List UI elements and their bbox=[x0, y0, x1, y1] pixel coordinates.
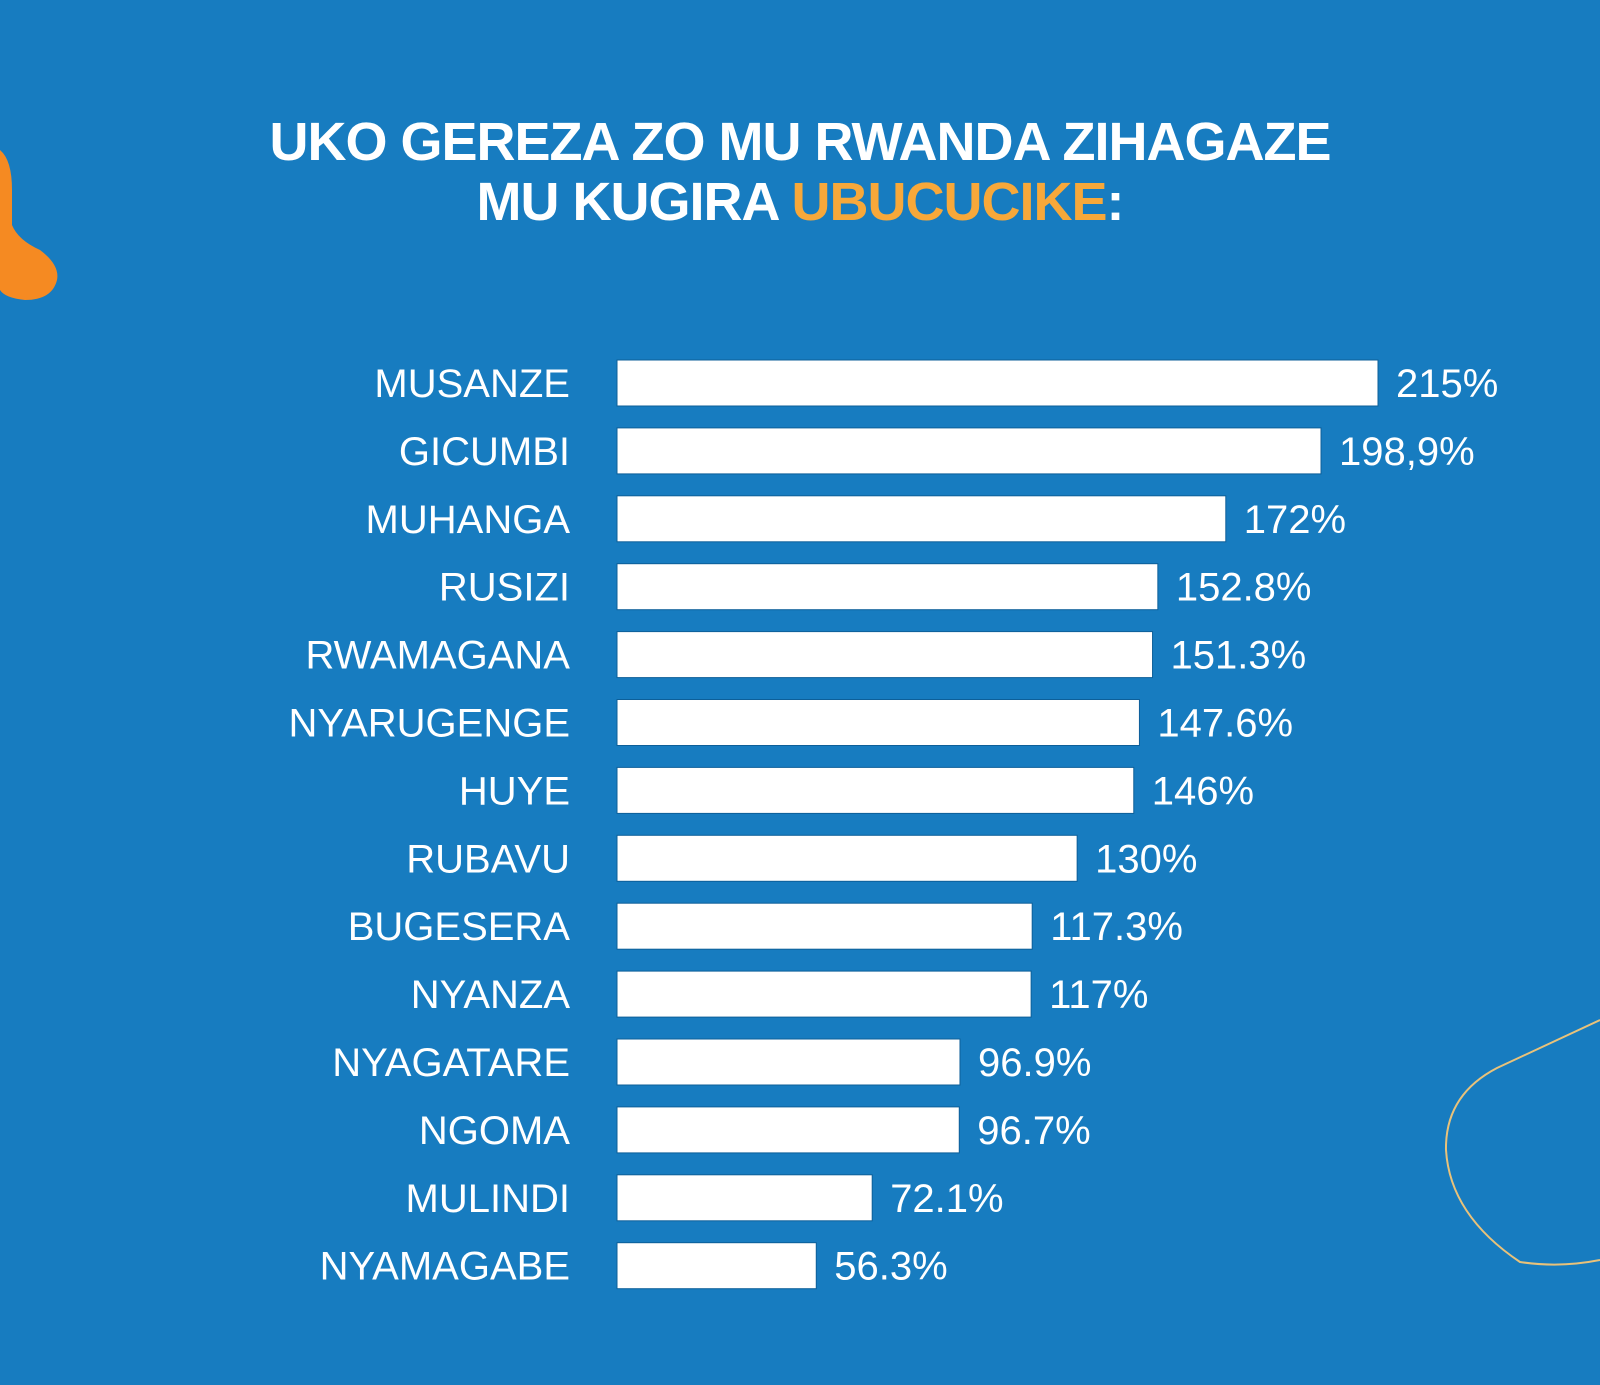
category-label: MULINDI bbox=[406, 1177, 570, 1221]
value-label: 117% bbox=[1049, 973, 1148, 1017]
chart-title: UKO GEREZA ZO MU RWANDA ZIHAGAZE MU KUGI… bbox=[0, 112, 1600, 232]
title-line-2: MU KUGIRA UBUCUCIKE: bbox=[0, 172, 1600, 232]
category-label: NYANZA bbox=[411, 973, 571, 1017]
category-label: NGOMA bbox=[419, 1109, 570, 1153]
category-label: RUSIZI bbox=[439, 566, 570, 610]
value-label: 147.6% bbox=[1157, 702, 1293, 746]
bar bbox=[616, 834, 1078, 882]
bar bbox=[616, 359, 1379, 407]
value-label: 96.7% bbox=[977, 1109, 1090, 1153]
category-label: NYAGATARE bbox=[332, 1041, 570, 1085]
bar bbox=[616, 1038, 961, 1086]
orange-arc-decoration bbox=[1444, 1019, 1600, 1266]
value-label: 146% bbox=[1152, 769, 1254, 813]
bar bbox=[616, 1106, 960, 1154]
bar bbox=[616, 427, 1322, 475]
value-label: 215% bbox=[1396, 362, 1498, 406]
orange-blob-decoration bbox=[0, 150, 58, 300]
bar bbox=[616, 970, 1032, 1018]
title-prefix: MU KUGIRA bbox=[476, 172, 792, 232]
value-label: 198,9% bbox=[1339, 430, 1475, 474]
bar bbox=[616, 699, 1140, 746]
value-label: 96.9% bbox=[978, 1041, 1091, 1085]
value-label: 172% bbox=[1244, 498, 1346, 542]
bar bbox=[616, 766, 1135, 814]
category-label: GICUMBI bbox=[399, 430, 570, 474]
bar bbox=[616, 563, 1159, 611]
bar bbox=[616, 495, 1227, 543]
value-label: 130% bbox=[1095, 837, 1197, 881]
bar bbox=[616, 1242, 817, 1290]
category-label: RUBAVU bbox=[406, 837, 570, 881]
category-label: NYAMAGABE bbox=[320, 1245, 570, 1289]
value-label: 152.8% bbox=[1176, 566, 1312, 610]
value-label: 72.1% bbox=[890, 1177, 1003, 1221]
title-line-1: UKO GEREZA ZO MU RWANDA ZIHAGAZE bbox=[269, 112, 1332, 172]
value-label: 56.3% bbox=[834, 1245, 947, 1289]
title-suffix: : bbox=[1106, 172, 1125, 232]
category-label: BUGESERA bbox=[348, 905, 571, 949]
category-label: HUYE bbox=[459, 769, 570, 813]
category-label: MUSANZE bbox=[374, 362, 570, 406]
value-label: 151.3% bbox=[1171, 634, 1307, 678]
value-label: 117.3% bbox=[1050, 905, 1183, 949]
category-label: MUHANGA bbox=[366, 498, 571, 542]
title-highlight: UBUCUCIKE bbox=[791, 172, 1108, 232]
category-label: RWAMAGANA bbox=[306, 634, 571, 678]
bar bbox=[616, 1174, 873, 1222]
bar bbox=[616, 902, 1033, 950]
bar bbox=[616, 631, 1154, 679]
category-label: NYARUGENGE bbox=[288, 702, 570, 746]
